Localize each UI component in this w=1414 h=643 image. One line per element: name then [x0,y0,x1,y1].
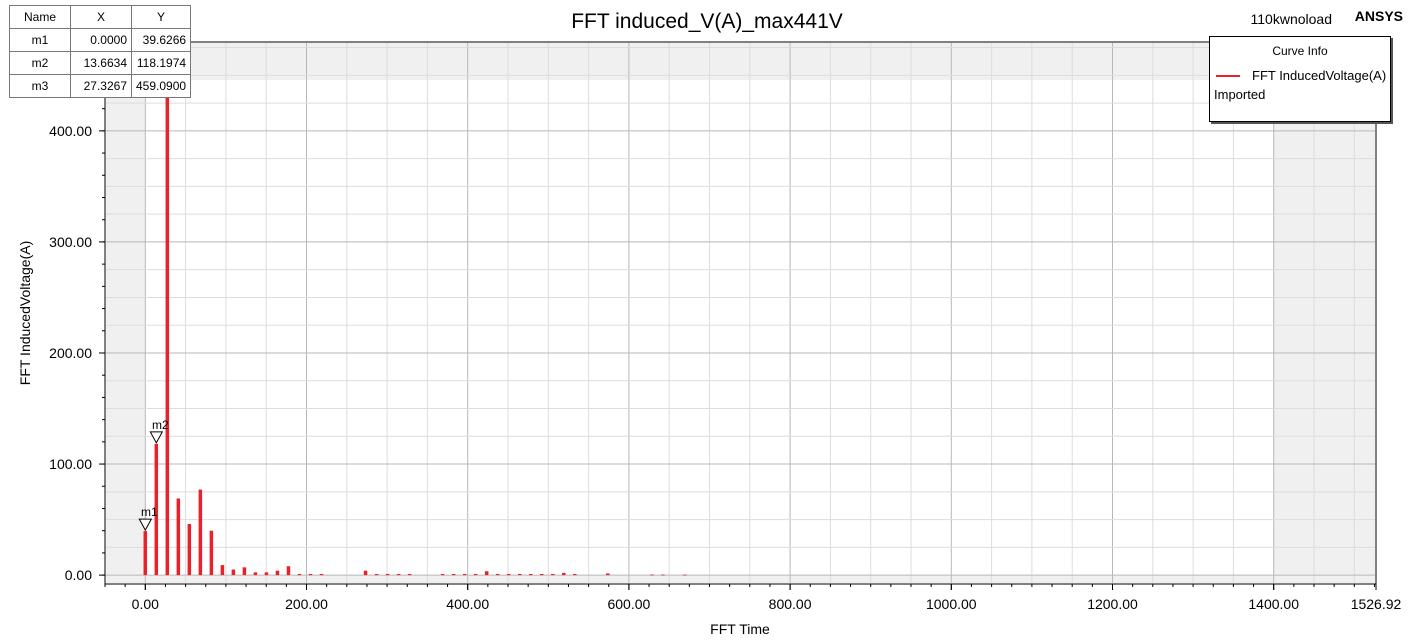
y-tick-label: 300.00 [49,234,92,250]
marker-name: m2 [9,51,71,75]
bar[interactable] [462,574,467,576]
y-tick-label: 0.00 [65,567,92,583]
y-tick-label: 100.00 [49,456,92,472]
bar[interactable] [143,531,148,576]
x-tick-label: 0.00 [132,596,159,612]
bar[interactable] [385,574,390,576]
bar[interactable] [374,574,379,576]
x-tick-label: 1200.00 [1087,596,1138,612]
marker-triangle[interactable] [138,518,153,532]
bar[interactable] [308,574,313,576]
y-tick-label: 200.00 [49,345,92,361]
marker-triangle[interactable] [149,431,164,444]
y-axis: 0.00 100.00 200.00 300.00 400.00 [49,63,105,583]
marker-y: 118.1974 [130,51,192,75]
bar[interactable] [253,572,258,576]
bar[interactable] [176,498,181,576]
bar[interactable] [319,574,324,576]
marker-label: m1 [141,505,158,519]
legend-entry-source: Imported [1214,87,1266,102]
x-tick-label: 600.00 [607,596,650,612]
y-axis-title: FFT InducedVoltage(A) [17,241,33,385]
bar[interactable] [275,570,280,576]
bar[interactable] [154,443,159,576]
legend-swatch [1216,74,1240,77]
legend-title: Curve Info [1272,44,1328,58]
marker-row-m2[interactable]: m2 13.6634 118.1974 [9,51,192,75]
bar[interactable] [363,570,368,576]
bar[interactable] [451,574,456,576]
marker-row-m1[interactable]: m1 0.0000 39.6266 [9,28,192,52]
x-tick-label: 200.00 [285,596,328,612]
bar[interactable] [495,574,500,576]
bar[interactable] [650,574,654,576]
bar[interactable] [683,574,687,576]
col-header-x: X [70,5,132,29]
marker-name: m1 [9,28,71,52]
bar[interactable] [220,565,225,576]
bar[interactable] [198,489,203,576]
bar[interactable] [297,574,302,576]
bar[interactable] [528,574,533,576]
chart-title: FFT induced_V(A)_max441V [571,10,843,33]
bar[interactable] [661,574,665,576]
bar[interactable] [551,574,555,576]
bar[interactable] [573,574,577,576]
marker-y: 459.0900 [130,74,192,98]
bar[interactable] [242,567,247,576]
x-tick-label: 1400.00 [1248,596,1299,612]
grid-lines [106,43,1375,583]
ansys-logo: ANSYS [1355,8,1403,24]
x-axis-title: FFT Time [710,621,770,637]
curve-info-legend[interactable]: Curve Info FFT InducedVoltage(A) Importe… [1209,36,1391,122]
bar[interactable] [187,524,192,576]
bar[interactable] [264,572,269,576]
bar[interactable] [165,65,170,576]
bar[interactable] [517,574,522,576]
marker-x: 13.6634 [70,51,132,75]
bar[interactable] [540,574,544,576]
bar[interactable] [484,571,489,576]
x-tick-label: 1000.00 [926,596,977,612]
x-axis: 0.00 200.00 400.00 600.00 800.00 1000.00 1200.… [104,584,1402,612]
bar[interactable] [407,574,412,576]
x-tick-label: 1526.92 [1351,596,1402,612]
marker-x: 0.0000 [70,28,132,52]
design-name: 110kwnoload [1251,11,1332,27]
bar[interactable] [562,572,566,576]
marker-y: 39.6266 [130,28,192,52]
x-tick-label: 400.00 [446,596,489,612]
marker-table: Name X Y m1 0.0000 39.6266 m2 13.6634 11… [9,5,192,98]
bar[interactable] [209,530,214,576]
plot-background [106,43,1375,583]
bar[interactable] [606,573,610,576]
bar-series[interactable] [143,65,687,576]
bar[interactable] [396,574,401,576]
marker-x: 27.3267 [70,74,132,98]
y-tick-label: 400.00 [49,123,92,139]
bar[interactable] [506,574,511,576]
marker-row-m3[interactable]: m3 27.3267 459.0900 [9,74,192,98]
bar[interactable] [286,566,291,576]
bar[interactable] [440,574,445,576]
col-header-y: Y [130,5,192,29]
legend-entry-label: FFT InducedVoltage(A) [1252,68,1387,83]
x-tick-label: 800.00 [769,596,812,612]
bar[interactable] [231,569,236,576]
marker-name: m3 [9,74,71,98]
legend-entry[interactable]: FFT InducedVoltage(A) [1214,68,1386,83]
marker-label: m2 [152,418,169,432]
bar[interactable] [473,574,478,576]
marker-table-header: Name X Y [9,5,192,29]
col-header-name: Name [9,5,71,29]
